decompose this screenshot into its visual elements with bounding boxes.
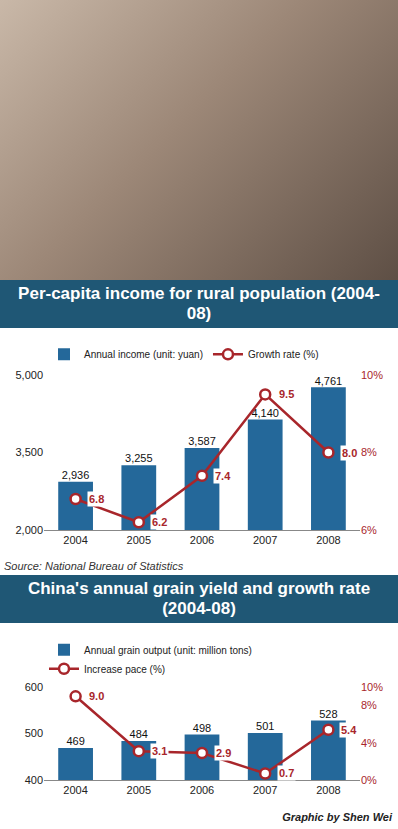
svg-text:9.0: 9.0 — [89, 690, 104, 702]
html-text:Per-capita income for rural po: Per-capita income for rural population (… — [18, 284, 380, 323]
svg-text:3,587: 3,587 — [188, 435, 216, 447]
svg-text:8%: 8% — [361, 699, 377, 711]
svg-text:5,000: 5,000 — [15, 369, 43, 381]
svg-text:2,936: 2,936 — [62, 469, 90, 481]
svg-text:484: 484 — [130, 728, 148, 740]
svg-text:2008: 2008 — [316, 534, 340, 546]
svg-text:3,255: 3,255 — [125, 452, 153, 464]
svg-text:10%: 10% — [361, 369, 383, 381]
svg-text:5.4: 5.4 — [341, 724, 357, 736]
html-text:Graphic by Shen Wei: Graphic by Shen Wei — [282, 811, 392, 823]
svg-text:6.8: 6.8 — [89, 493, 104, 505]
svg-text:2005: 2005 — [127, 784, 151, 796]
svg-text:4,140: 4,140 — [251, 407, 279, 419]
svg-text:0.7: 0.7 — [279, 767, 294, 779]
svg-text:4,761: 4,761 — [315, 375, 343, 387]
svg-text:2,000: 2,000 — [15, 524, 43, 536]
svg-text:9.5: 9.5 — [279, 388, 294, 400]
svg-text:2.9: 2.9 — [216, 747, 231, 759]
svg-text:2006: 2006 — [190, 784, 214, 796]
svg-text:498: 498 — [193, 722, 211, 734]
svg-text:6%: 6% — [361, 524, 377, 536]
html-text:Source: National Bureau of Sta: Source: National Bureau of Statistics — [4, 560, 184, 572]
svg-text:Annual income (unit: yuan): Annual income (unit: yuan) — [84, 349, 203, 360]
svg-text:528: 528 — [319, 708, 337, 720]
svg-text:8.0: 8.0 — [342, 447, 357, 459]
svg-text:501: 501 — [256, 720, 274, 732]
svg-text:2008: 2008 — [316, 784, 340, 796]
svg-text:0%: 0% — [361, 774, 377, 786]
svg-text:Growth rate (%): Growth rate (%) — [248, 349, 319, 360]
svg-text:4%: 4% — [361, 737, 377, 749]
svg-text:10%: 10% — [361, 681, 383, 693]
svg-text:3,500: 3,500 — [15, 446, 43, 458]
svg-text:400: 400 — [25, 774, 43, 786]
svg-text:7.4: 7.4 — [215, 470, 231, 482]
svg-text:2004: 2004 — [63, 534, 87, 546]
svg-text:3.1: 3.1 — [152, 745, 167, 757]
svg-text:Increase pace (%): Increase pace (%) — [84, 664, 165, 675]
svg-text:Annual grain output (unit: mil: Annual grain output (unit: million tons) — [84, 645, 252, 656]
svg-text:6.2: 6.2 — [152, 516, 167, 528]
svg-text:2006: 2006 — [190, 534, 214, 546]
svg-text:500: 500 — [25, 727, 43, 739]
svg-text:2007: 2007 — [253, 534, 277, 546]
svg-text:469: 469 — [66, 735, 84, 747]
html-text:China's annual grain yield and: China's annual grain yield and growth ra… — [27, 579, 371, 618]
svg-text:2005: 2005 — [127, 534, 151, 546]
svg-text:600: 600 — [25, 681, 43, 693]
svg-text:2007: 2007 — [253, 784, 277, 796]
svg-text:2004: 2004 — [63, 784, 87, 796]
svg-text:8%: 8% — [361, 446, 377, 458]
